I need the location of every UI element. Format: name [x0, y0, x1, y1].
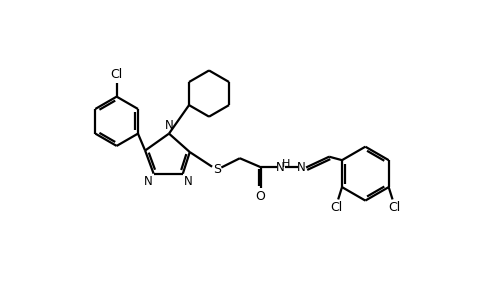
Text: N: N: [184, 175, 192, 188]
Text: N: N: [297, 161, 306, 174]
Text: Cl: Cl: [389, 201, 401, 214]
Text: Cl: Cl: [110, 68, 123, 81]
Text: O: O: [255, 190, 265, 203]
Text: N: N: [276, 161, 285, 174]
Text: S: S: [213, 163, 221, 175]
Text: N: N: [144, 175, 153, 188]
Text: N: N: [165, 119, 173, 132]
Text: Cl: Cl: [331, 201, 343, 214]
Text: H: H: [282, 159, 290, 169]
